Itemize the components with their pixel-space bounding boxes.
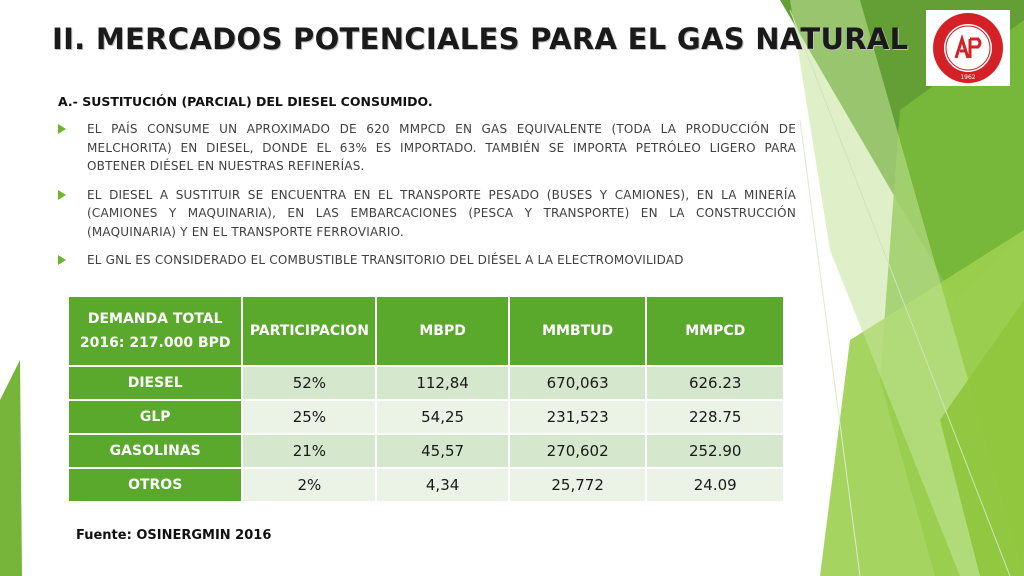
header-mmpcd: MMPCD [645, 295, 785, 367]
green-shape-accent [940, 300, 1024, 576]
thin-line-2 [799, 119, 861, 576]
header-demand: DEMANDA TOTAL 2016: 217.000 BPD [66, 295, 244, 367]
cell-mbpd: 45,57 [375, 433, 510, 469]
cell-mbpd: 54,25 [375, 399, 510, 435]
cell-mbpd: 4,34 [375, 467, 510, 503]
table-header-row: DEMANDA TOTAL 2016: 217.000 BPD PARTICIP… [66, 295, 785, 367]
cell-participacion: 25% [241, 399, 378, 435]
green-shape-left [0, 360, 22, 576]
header-mmbtud: MMBTUD [507, 295, 648, 367]
table-row: OTROS 2% 4,34 25,772 24.09 [66, 467, 785, 503]
row-label: DIESEL [66, 365, 244, 401]
table-row: GLP 25% 54,25 231,523 228.75 [66, 399, 785, 435]
logo-year: 1962 [960, 74, 975, 81]
header-mbpd: MBPD [375, 295, 510, 367]
cell-mmbtud: 270,602 [507, 433, 648, 469]
header-participacion: PARTICIPACION [241, 295, 378, 367]
subheading: A.- SUSTITUCIÓN (PARCIAL) DEL DIESEL CON… [58, 94, 433, 109]
cell-participacion: 2% [241, 467, 378, 503]
cell-mmpcd: 24.09 [645, 467, 785, 503]
row-label: GASOLINAS [66, 433, 244, 469]
header-demand-line2: 2016: 217.000 BPD [79, 335, 231, 351]
bullet-arrow-icon [58, 124, 66, 134]
bullet-item: EL PAÍS CONSUME UN APROXIMADO DE 620 MMP… [58, 120, 796, 176]
cell-mmpcd: 626.23 [645, 365, 785, 401]
table-row: DIESEL 52% 112,84 670,063 626.23 [66, 365, 785, 401]
bullet-text: EL PAÍS CONSUME UN APROXIMADO DE 620 MMP… [87, 122, 796, 173]
table-row: GASOLINAS 21% 45,57 270,602 252.90 [66, 433, 785, 469]
cell-mmbtud: 25,772 [507, 467, 648, 503]
cell-participacion: 52% [241, 365, 378, 401]
slide-title: II. MERCADOS POTENCIALES PARA EL GAS NAT… [52, 22, 909, 56]
cell-mmbtud: 231,523 [507, 399, 648, 435]
bullet-item: EL DIESEL A SUSTITUIR SE ENCUENTRA EN EL… [58, 186, 796, 242]
bullet-list: EL PAÍS CONSUME UN APROXIMADO DE 620 MMP… [58, 120, 796, 280]
source-note: Fuente: OSINERGMIN 2016 [76, 528, 272, 543]
bullet-arrow-icon [58, 189, 66, 200]
college-seal-icon: 1962 [933, 13, 1003, 83]
cell-mmpcd: 228.75 [645, 399, 785, 435]
thin-line-1 [789, 9, 1011, 576]
logo: 1962 [926, 10, 1010, 86]
cell-participacion: 21% [241, 433, 378, 469]
bullet-item: EL GNL ES CONSIDERADO EL COMBUSTIBLE TRA… [58, 251, 796, 270]
bullet-text: EL GNL ES CONSIDERADO EL COMBUSTIBLE TRA… [87, 253, 684, 267]
row-label: GLP [66, 399, 244, 435]
bullet-arrow-icon [58, 255, 66, 265]
cell-mmbtud: 670,063 [507, 365, 648, 401]
cell-mmpcd: 252.90 [645, 433, 785, 469]
demand-table: DEMANDA TOTAL 2016: 217.000 BPD PARTICIP… [66, 295, 785, 503]
bullet-text: EL DIESEL A SUSTITUIR SE ENCUENTRA EN EL… [87, 187, 796, 239]
row-label: OTROS [66, 467, 244, 503]
cell-mbpd: 112,84 [375, 365, 510, 401]
header-demand-line1: DEMANDA TOTAL [87, 311, 223, 327]
